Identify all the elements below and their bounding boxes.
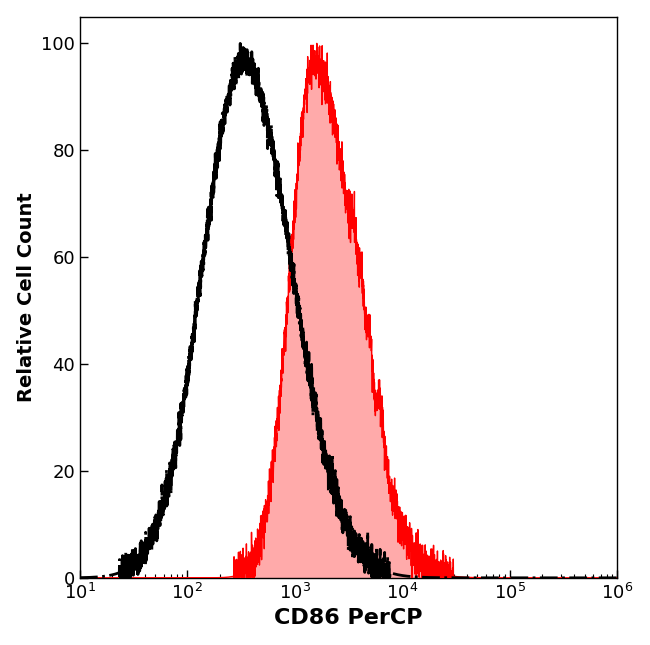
Y-axis label: Relative Cell Count: Relative Cell Count bbox=[17, 192, 36, 402]
X-axis label: CD86 PerCP: CD86 PerCP bbox=[274, 608, 423, 628]
